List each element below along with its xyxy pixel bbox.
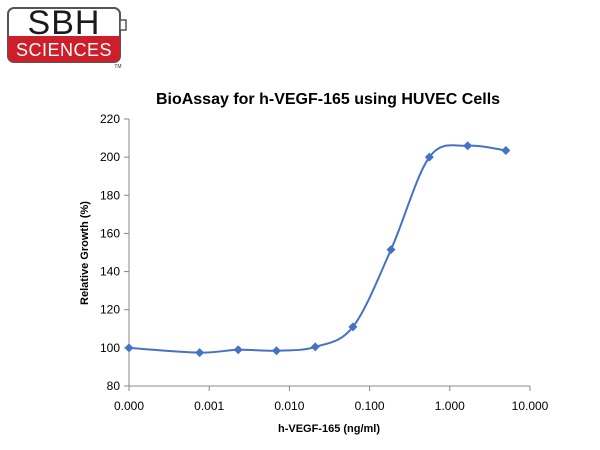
- x-tick-label: 10.000: [512, 399, 549, 413]
- series-line: [128, 144, 507, 354]
- data-markers: [124, 141, 511, 358]
- data-point-marker: [424, 152, 434, 162]
- data-point-marker: [271, 346, 281, 356]
- y-tick-label: 140: [100, 265, 120, 279]
- x-axis-ticks: 0.000 0.001 0.010 0.100 1.000 10.000: [114, 386, 549, 413]
- y-tick-label: 200: [100, 150, 120, 164]
- x-tick-label: 0.001: [194, 399, 224, 413]
- data-point-marker: [386, 245, 396, 255]
- data-point-marker: [124, 343, 134, 353]
- x-tick-label: 0.100: [355, 399, 385, 413]
- data-point-marker: [310, 342, 320, 352]
- x-axis-label: h-VEGF-165 (ng/ml): [278, 423, 380, 435]
- y-tick-label: 120: [100, 303, 120, 317]
- x-tick-label: 0.010: [274, 399, 304, 413]
- data-point-marker: [348, 322, 358, 332]
- data-point-marker: [233, 345, 243, 355]
- chart-title: BioAssay for h-VEGF-165 using HUVEC Cell…: [156, 91, 500, 108]
- y-tick-label: 160: [100, 226, 120, 240]
- logo-bottom-text: SCIENCES: [16, 40, 112, 60]
- y-tick-label: 220: [100, 112, 120, 126]
- data-point-marker: [195, 348, 205, 358]
- data-point-marker: [501, 145, 511, 155]
- data-point-marker: [463, 141, 473, 151]
- x-tick-label: 0.000: [114, 399, 144, 413]
- y-tick-label: 100: [100, 341, 120, 355]
- x-tick-label: 1.000: [435, 399, 465, 413]
- y-tick-label: 180: [100, 188, 120, 202]
- logo-top-text: SBH: [28, 6, 101, 42]
- y-axis-label: Relative Growth (%): [79, 201, 91, 305]
- y-axis-ticks: 80 100 120 140 160 180 200 220: [100, 112, 129, 393]
- y-tick-label: 80: [107, 379, 121, 393]
- sbh-sciences-logo: SBH SCIENCES TM: [7, 6, 127, 68]
- logo-trademark: TM: [114, 64, 121, 68]
